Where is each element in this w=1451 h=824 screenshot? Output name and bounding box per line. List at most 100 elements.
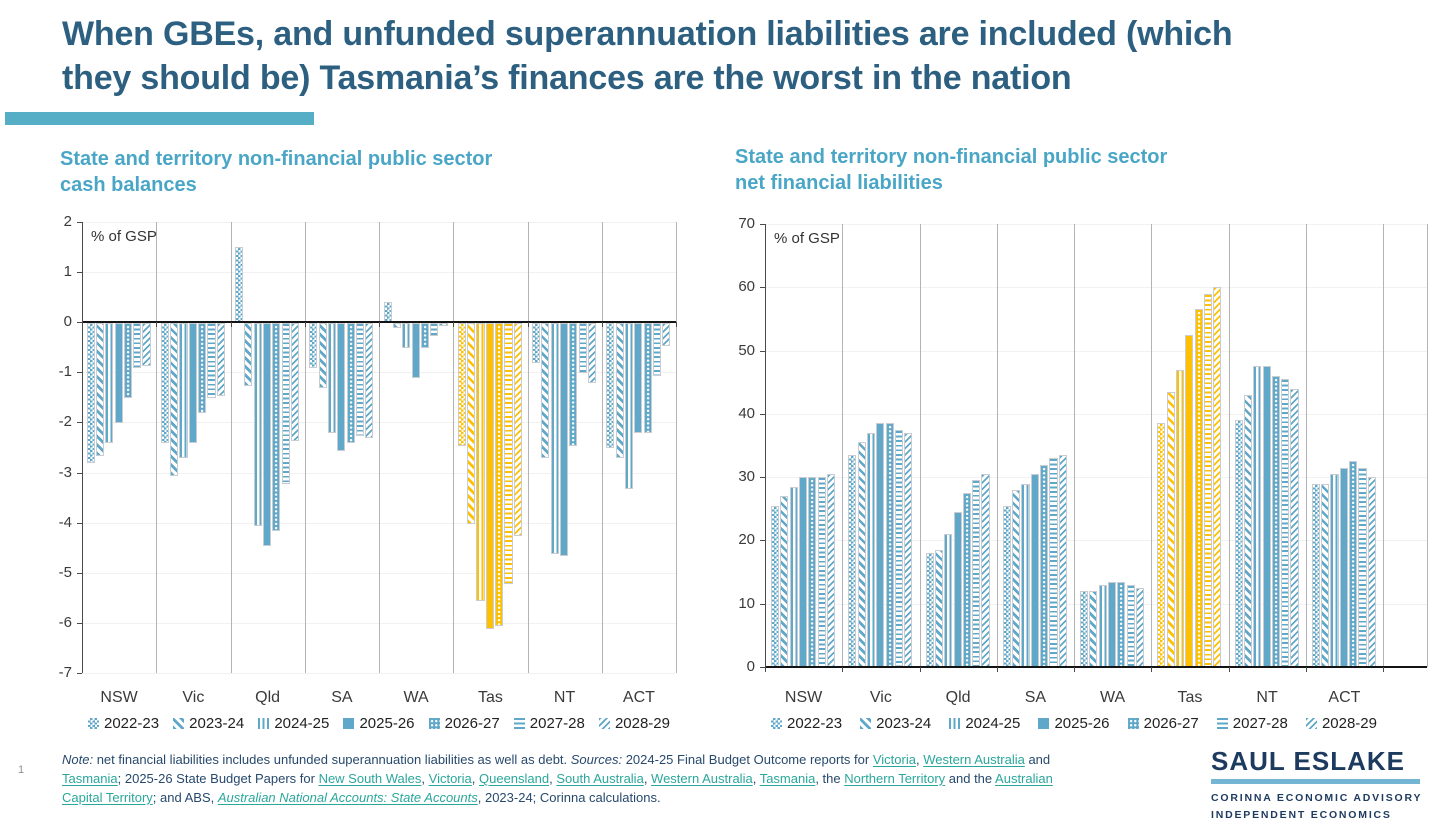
x-axis-tick [82,322,83,328]
bar-Qld-2022-23 [235,247,244,323]
bar-WA-2024-25 [402,323,411,349]
y-axis-tick-label: -6 [58,613,72,631]
bar-WA-2028-29 [1135,587,1145,667]
source-link-victoria[interactable]: Victoria [872,752,916,767]
source-link-tasmania[interactable]: Tasmania [62,770,118,786]
x-axis-label-Tas: Tas [1177,689,1203,706]
bar-Qld-2024-25 [253,323,262,527]
bar-NT-2025-26 [1262,366,1271,667]
x-axis-label-Vic: Vic [182,689,205,706]
legend-swatch-solid-icon [1038,717,1050,729]
h-gridline [765,413,1427,415]
bar-Tas-2026-27 [495,323,504,627]
source-link-queensland[interactable]: Queensland [479,770,550,786]
bar-SA-2027-28 [355,323,365,436]
bar-SA-2026-27 [1040,464,1049,667]
source-link-western-australia[interactable]: Western Australia [651,770,753,786]
bar-WA-2025-26 [1108,581,1117,667]
legend-label: 2022-23 [104,714,160,732]
bar-ACT-2024-25 [1330,474,1339,667]
source-link-new-south-wales[interactable]: New South Wales [318,770,422,786]
slide-title-line2: they should be) Tasmania’s finances are … [62,59,1072,97]
footnote-text: , 2023-24; Corinna calculations. [477,789,661,805]
bar-ACT-2022-23 [606,323,615,449]
source-link-capital-territory[interactable]: Capital Territory [62,789,153,805]
bar-NSW-2022-23 [771,505,780,667]
page-number: 1 [18,764,25,776]
bar-Vic-2023-24 [170,323,179,476]
x-axis-tick [453,322,455,328]
bar-NSW-2024-25 [105,323,114,444]
legend-swatch-diagonal-up-icon [1305,717,1317,729]
logo-subtitle-1: CORINNA ECONOMIC ADVISORY [1211,792,1423,804]
source-link-victoria[interactable]: Victoria [428,770,472,786]
y-axis-tick-label: 60 [738,278,755,296]
bar-Vic-2022-23 [160,323,169,444]
bar-NT-2026-27 [569,323,578,446]
bar-NT-2027-28 [1281,379,1290,667]
bar-Vic-2023-24 [857,442,866,667]
right-chart-title-line1: State and territory non-financial public… [735,146,1168,168]
axis-unit-label: % of GSP [91,228,157,245]
left-chart-title-line1: State and territory non-financial public… [60,148,493,170]
source-link-australian-national-accounts-state-accounts[interactable]: Australian National Accounts: State Acco… [217,789,478,805]
x-axis-tick [919,667,921,672]
bar-WA-2023-24 [1089,591,1098,667]
bar-WA-2025-26 [411,323,420,379]
bar-WA-2022-23 [1080,591,1089,667]
y-axis-tick [77,522,82,524]
slide-title-line1: When GBEs, and unfunded superannuation l… [62,15,1233,53]
source-link-northern-territory[interactable]: Northern Territory [844,770,946,786]
legend-item-2026-27: 2026-27 [428,715,500,732]
source-link-tasmania[interactable]: Tasmania [759,770,816,786]
legend-label: 2022-23 [787,714,843,732]
axis-unit-label: % of GSP [774,230,840,247]
bar-NSW-2023-24 [95,323,104,456]
bar-ACT-2023-24 [615,323,624,459]
bar-ACT-2023-24 [1321,483,1330,667]
category-separator-gridline [996,224,998,667]
bar-NSW-2025-26 [114,323,123,424]
bar-NSW-2026-27 [808,477,817,667]
source-link-south-australia[interactable]: South Australia [556,770,644,786]
h-gridline [765,224,1427,225]
bar-NT-2023-24 [1243,394,1252,667]
logo-saul-eslake: SAUL ESLAKE CORINNA ECONOMIC ADVISORY IN… [1211,746,1441,824]
x-axis-label-NT: NT [553,689,576,706]
category-separator-gridline [156,222,158,673]
bar-NT-2022-23 [1234,420,1243,667]
bar-NSW-2022-23 [86,323,95,464]
y-axis-tick [77,422,82,424]
bar-NT-2024-25 [1253,366,1262,667]
y-axis-tick-label: -5 [58,563,72,581]
bar-Qld-2023-24 [934,549,943,667]
source-link-australian[interactable]: Australian [995,770,1053,786]
category-separator-gridline [379,222,380,673]
legend-item-2027-28: 2027-28 [513,715,585,732]
y-axis-tick-label: 40 [738,404,755,422]
bar-NSW-2028-29 [826,474,836,667]
legend-swatch-dots-icon [1127,717,1139,729]
bar-Vic-2028-29 [904,432,913,667]
bar-Qld-2027-28 [972,480,981,667]
x-axis-tick [230,322,232,328]
footnote-text: , [643,770,652,786]
bar-Vic-2024-25 [866,432,876,667]
bar-SA-2024-25 [1021,483,1030,667]
y-axis-tick-label: -7 [58,664,72,681]
source-link-western-australia[interactable]: Western Australia [923,752,1025,767]
logo-subtitle-2: INDEPENDENT ECONOMICS [1211,808,1392,821]
legend-label: 2025-26 [1054,714,1110,732]
y-axis-tick-label: -1 [58,363,72,381]
y-axis-tick-label: -2 [58,413,72,431]
y-axis-tick-label: 1 [63,263,72,281]
bar-Vic-2027-28 [894,429,904,667]
bar-NSW-2026-27 [123,323,132,399]
bar-WA-2028-29 [439,323,448,326]
bar-NSW-2025-26 [799,477,808,667]
bar-Qld-2027-28 [281,323,290,484]
right-chart-title: State and territory non-financial public… [735,144,1335,196]
legend-label: 2027-28 [1232,714,1288,732]
legend-label: 2026-27 [1143,714,1199,732]
